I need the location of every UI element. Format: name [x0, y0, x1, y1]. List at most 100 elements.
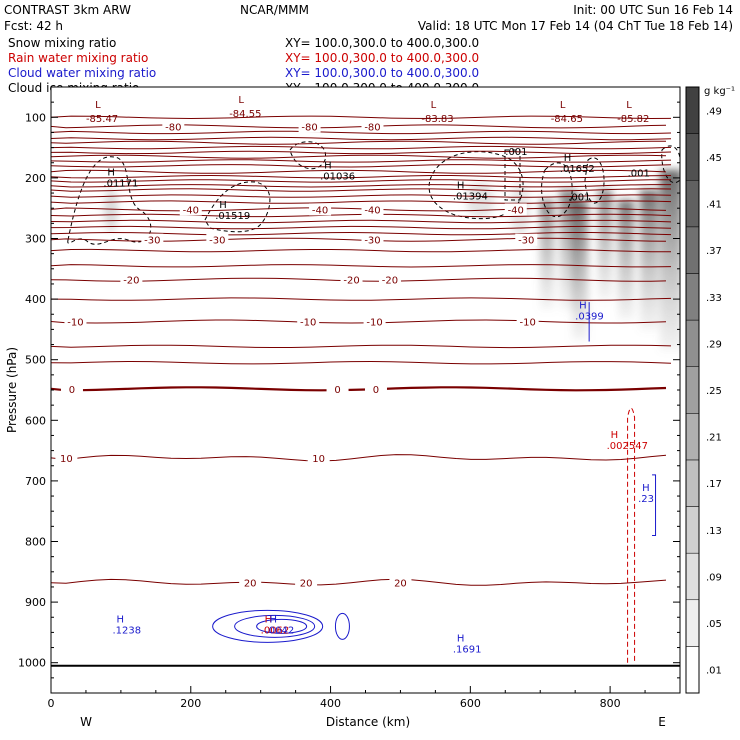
- isotherm-label: 0: [69, 385, 75, 396]
- y-tick-label: 400: [25, 293, 46, 306]
- isotherm-label-bg: [141, 233, 164, 246]
- isotherm-label: -30: [209, 236, 225, 247]
- snow-max-marker: H: [107, 167, 115, 178]
- x-left-end-label: W: [80, 715, 92, 729]
- snow-max-label: .001: [505, 147, 527, 158]
- colorbar-swatch: [685, 366, 700, 414]
- cloud-water-contour: [652, 474, 657, 536]
- colorbar-swatch: [685, 226, 700, 274]
- rain-max-marker: H: [611, 430, 619, 441]
- cloud-water-max-marker: H: [579, 301, 587, 312]
- x-tick-label: 600: [460, 697, 481, 710]
- isotherm-label-bg: [361, 233, 384, 246]
- colorbar-swatch: [685, 179, 700, 228]
- isotherm-label-bg: [340, 273, 363, 286]
- low-value-label: -85.47: [86, 114, 118, 125]
- colorbar-level-label: .17: [706, 479, 722, 490]
- isotherm-label: -10: [366, 318, 382, 329]
- colorbar: .01 .05 .09 .13 .17 .21 .25 .29 .33 .37 .41 .45 .49: [685, 86, 722, 694]
- temperature-isotherm-minor: [51, 188, 672, 192]
- isotherm-label-bg: [64, 315, 87, 328]
- temperature-isotherm-minor: [51, 219, 672, 224]
- isotherm-label-bg: [307, 451, 330, 464]
- temperature-isotherm--60: [51, 154, 667, 159]
- temperature-isotherm-minor: [51, 145, 672, 150]
- isotherm-label-bg: [364, 382, 387, 395]
- y-tick-label: 900: [25, 596, 46, 609]
- colorbar-level-label: .49: [706, 106, 722, 117]
- low-marker: L: [560, 100, 566, 111]
- snow-max-marker: H: [219, 200, 227, 211]
- temperature-isotherm-minor: [51, 213, 672, 218]
- isotherm-label-bg: [297, 315, 320, 328]
- x-right-end-label: E: [658, 715, 666, 729]
- isotherm-label: -30: [518, 236, 534, 247]
- colorbar-level-label: .09: [706, 572, 722, 583]
- low-value-label: -83.83: [421, 114, 453, 125]
- isotherm-label: -20: [382, 276, 398, 287]
- low-marker: L: [626, 100, 632, 111]
- cloud-water-max-marker: H: [117, 615, 125, 626]
- temperature-isotherm-minor: [51, 159, 672, 163]
- temperature-isotherm-minor: [51, 194, 672, 198]
- temperature-isotherm-minor: [51, 164, 672, 168]
- temperature-isotherm-minor: [51, 184, 671, 188]
- low-marker: L: [95, 100, 101, 111]
- legend-field-xy: XY= 100.0,300.0 to 400.0,300.0: [285, 36, 479, 50]
- legend-field-name: Rain water mixing ratio: [8, 51, 148, 65]
- low-marker: L: [238, 95, 244, 106]
- isotherm-label: -30: [144, 236, 160, 247]
- isotherm-label-bg: [361, 203, 384, 216]
- x-tick-label: 400: [320, 697, 341, 710]
- colorbar-level-label: .25: [706, 386, 722, 397]
- header-init: Init: 00 UTC Sun 16 Feb 14: [573, 3, 733, 17]
- x-tick-label: 200: [180, 697, 201, 710]
- temperature-isotherm--70: [51, 140, 666, 145]
- temperature-isotherm-minor: [51, 344, 672, 349]
- cloud-water-max-label: .0042: [266, 626, 295, 637]
- isotherm-label: 10: [312, 454, 325, 465]
- cloud-water-max-marker: H: [642, 483, 650, 494]
- isotherm-label-bg: [516, 315, 539, 328]
- snow-max-marker: H: [564, 153, 572, 164]
- colorbar-swatch: [685, 552, 700, 601]
- colorbar-level-label: .01: [706, 666, 722, 677]
- cloud-water-max-marker: H: [270, 615, 278, 626]
- x-tick-label: 0: [48, 697, 55, 710]
- y-axis-label: Pressure (hPa): [5, 347, 19, 433]
- temperature-isotherm-minor: [51, 115, 672, 120]
- isotherm-label: -40: [312, 205, 328, 216]
- legend-field-xy: XY= 100.0,300.0 to 400.0,300.0: [285, 66, 479, 80]
- legend-field-name: Cloud water mixing ratio: [8, 66, 156, 80]
- isotherm-label: -10: [300, 318, 316, 329]
- cloud-water-contour: [234, 614, 316, 638]
- y-tick-label: 100: [25, 111, 46, 124]
- legend-field-name: Snow mixing ratio: [8, 36, 116, 50]
- snow-max-label: .01171: [103, 178, 138, 189]
- isotherm-label-bg: [361, 120, 384, 133]
- rain-max-label: .002547: [607, 441, 648, 452]
- temperature-isotherm-minor: [51, 179, 672, 183]
- x-tick-label: 800: [600, 697, 621, 710]
- snow-max-marker: H: [457, 181, 465, 192]
- colorbar-swatch: [685, 273, 700, 321]
- colorbar-level-label: .37: [706, 246, 722, 257]
- snow-max-label: .01652: [560, 164, 595, 175]
- isotherm-label: -20: [343, 276, 359, 287]
- colorbar-swatch: [685, 506, 700, 554]
- header-valid: Valid: 18 UTC Mon 17 Feb 14 (04 ChT Tue …: [418, 19, 733, 33]
- snow-max-label: .01036: [320, 172, 355, 183]
- colorbar-level-label: .45: [706, 153, 722, 164]
- isotherm-label-bg: [389, 576, 412, 589]
- isotherm-label: -40: [183, 205, 199, 216]
- header-center: NCAR/MMM: [240, 3, 309, 17]
- temperature-isotherm-minor: [51, 174, 672, 179]
- temperature-isotherm-minor: [51, 130, 672, 135]
- isotherm-label: -40: [364, 205, 380, 216]
- temperature-isotherm--80: [51, 124, 667, 129]
- colorbar-swatch: [685, 319, 700, 367]
- temperature-isotherm-10: [51, 454, 667, 462]
- snow-max-marker: H: [324, 161, 332, 172]
- snow-max-label: .001: [628, 169, 650, 180]
